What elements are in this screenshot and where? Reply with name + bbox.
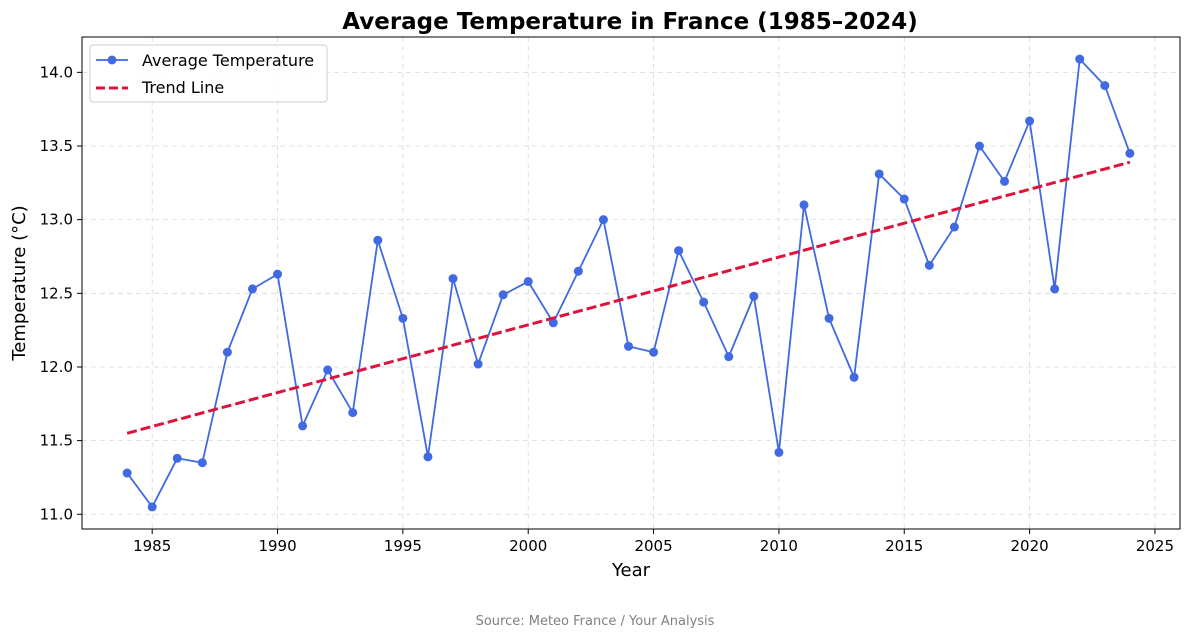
data-point (573, 266, 583, 276)
legend-label-average: Average Temperature (142, 51, 314, 70)
data-point (949, 222, 959, 232)
data-point (674, 246, 684, 256)
grid (82, 37, 1180, 529)
y-tick-label: 12.5 (40, 284, 73, 302)
data-point (1075, 54, 1085, 64)
data-point (649, 347, 659, 357)
data-point (623, 341, 633, 351)
data-point (273, 269, 283, 279)
legend-box (89, 44, 328, 103)
data-point (147, 502, 157, 512)
x-tick-label: 2000 (509, 537, 547, 555)
x-axis-title: Year (611, 560, 651, 581)
data-point (473, 359, 483, 369)
y-tick-label: 12.0 (40, 358, 73, 376)
plot-frame (81, 36, 1181, 530)
data-point (799, 200, 809, 210)
data-point (197, 458, 207, 468)
data-point (974, 141, 984, 151)
legend-label-trend: Trend Line (141, 78, 224, 97)
data-point (724, 352, 734, 362)
data-point (448, 274, 458, 284)
legend: Average Temperature Trend Line (89, 44, 328, 103)
x-tick-label: 2025 (1136, 537, 1174, 555)
data-point (774, 447, 784, 457)
data-point (1025, 116, 1035, 126)
data-point (849, 372, 859, 382)
series (122, 54, 1135, 512)
data-point (523, 277, 533, 287)
x-tick-label: 1985 (133, 537, 171, 555)
y-tick-label: 13.0 (40, 211, 73, 229)
y-tick-label: 11.0 (40, 505, 73, 523)
data-point (1100, 81, 1110, 91)
data-point (323, 365, 333, 375)
data-point (222, 347, 232, 357)
x-tick-label: 2015 (885, 537, 923, 555)
source-note: Source: Meteo France / Your Analysis (476, 614, 715, 629)
data-point (423, 452, 433, 462)
data-point (899, 194, 909, 204)
data-point (348, 408, 358, 418)
trend-line (126, 160, 1131, 435)
data-point (598, 215, 608, 225)
data-point (548, 318, 558, 328)
chart-title: Average Temperature in France (1985–2024… (342, 9, 917, 35)
data-point (122, 468, 132, 478)
data-point (1000, 176, 1010, 186)
data-point (498, 290, 508, 300)
data-point (373, 235, 383, 245)
legend-marker-average (107, 55, 117, 65)
x-tick-label: 2020 (1010, 537, 1048, 555)
data-point (398, 313, 408, 323)
data-point (1125, 148, 1135, 158)
data-point (874, 169, 884, 179)
x-tick-label: 2010 (760, 537, 798, 555)
y-tick-label: 14.0 (40, 63, 73, 81)
data-point (749, 291, 759, 301)
y-tick-label: 11.5 (40, 432, 73, 450)
data-point (924, 260, 934, 270)
y-tick-label: 13.5 (40, 137, 73, 155)
axes: 1985 1990 1995 2000 2005 2010 2015 2020 2025 11.0… (40, 63, 1174, 555)
data-point (824, 313, 834, 323)
data-point (172, 453, 182, 463)
x-tick-label: 1995 (384, 537, 422, 555)
data-point (298, 421, 308, 431)
data-point (699, 297, 709, 307)
data-point (247, 284, 257, 294)
data-point (1050, 284, 1060, 294)
x-tick-label: 2005 (634, 537, 672, 555)
x-tick-label: 1990 (258, 537, 296, 555)
y-axis-title: Temperature (°C) (9, 205, 30, 361)
